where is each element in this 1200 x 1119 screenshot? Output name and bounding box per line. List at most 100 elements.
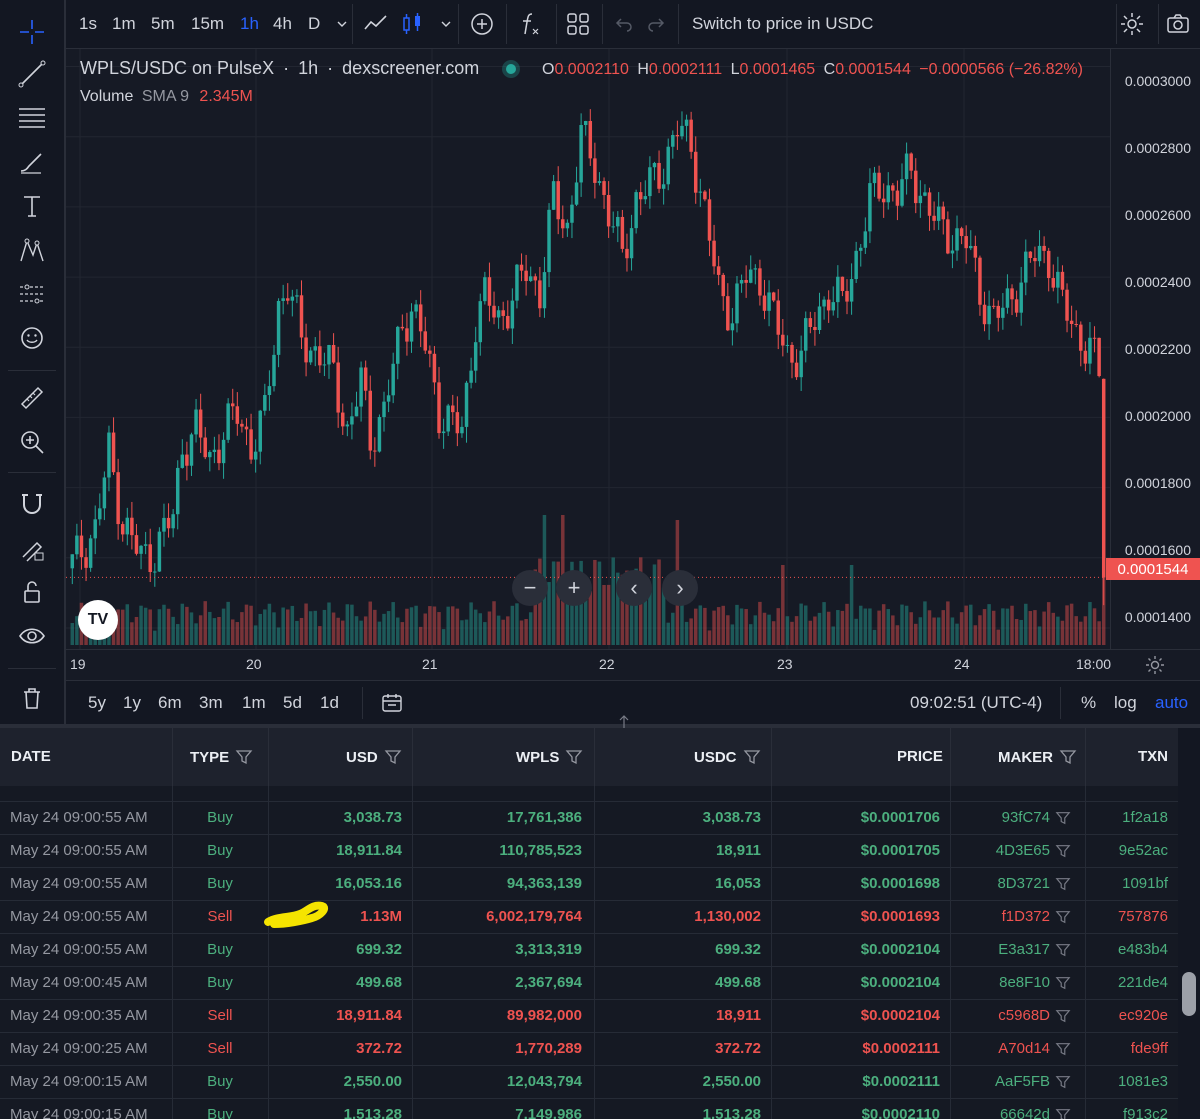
emoji-icon[interactable]	[12, 320, 52, 356]
function-icon[interactable]	[516, 10, 544, 38]
cell-txn[interactable]: ec920e	[1118, 1007, 1168, 1024]
header-maker[interactable]: MAKER	[998, 748, 1077, 766]
ruler-icon[interactable]	[12, 380, 52, 416]
header-txn[interactable]: TXN	[1138, 748, 1168, 765]
undo-icon[interactable]	[610, 10, 638, 38]
table-row[interactable]: May 24 09:00:15 AM Buy 1,513.28 7,149,986 1,…	[0, 1098, 1178, 1119]
filter-icon[interactable]	[1055, 942, 1071, 962]
interval-1s[interactable]: 1s	[79, 14, 97, 33]
scale-settings-icon[interactable]	[1144, 654, 1166, 681]
filter-icon[interactable]	[235, 748, 253, 766]
percent-toggle[interactable]: %	[1081, 693, 1097, 712]
header-type[interactable]: TYPE	[190, 748, 253, 766]
cell-maker[interactable]: AaF5FB	[994, 1073, 1050, 1090]
filter-icon[interactable]	[743, 748, 761, 766]
table-row[interactable]: May 24 09:00:45 AM Buy 499.68 2,367,694 499.…	[0, 966, 1178, 1000]
filter-icon[interactable]	[1055, 1107, 1071, 1119]
cell-maker[interactable]: E3a317	[998, 941, 1050, 958]
price-scale[interactable]: 0.0003000 0.0002800 0.0002600 0.0002400 …	[1110, 49, 1200, 649]
filter-icon[interactable]	[1055, 843, 1071, 863]
interval-1h[interactable]: 1h	[240, 14, 259, 33]
switch-price-button[interactable]: Switch to price in USDC	[692, 14, 874, 33]
interval-1m[interactable]: 1m	[112, 14, 136, 33]
cell-maker[interactable]: 93fC74	[1001, 809, 1050, 826]
symbol-name[interactable]: WPLS/USDC on PulseX	[80, 58, 275, 78]
header-wpls[interactable]: WPLS	[516, 748, 583, 766]
zoom-out-button[interactable]: −	[512, 570, 548, 606]
clock-time[interactable]: 09:02:51 (UTC-4)	[910, 693, 1043, 712]
range-1m[interactable]: 1m	[242, 693, 266, 712]
cell-maker[interactable]: 8e8F10	[999, 974, 1050, 991]
forecast-icon[interactable]	[12, 276, 52, 312]
interval-15m[interactable]: 15m	[191, 14, 225, 33]
range-1d[interactable]: 1d	[320, 693, 339, 712]
filter-icon[interactable]	[1055, 1074, 1071, 1094]
trash-icon[interactable]	[12, 680, 52, 716]
cell-maker[interactable]: c5968D	[998, 1007, 1050, 1024]
lock-drawing-icon[interactable]	[12, 530, 52, 566]
cell-maker[interactable]: 8D3721	[997, 875, 1050, 892]
header-usdc[interactable]: USDC	[694, 748, 761, 766]
crosshair-icon[interactable]	[12, 14, 52, 50]
cell-txn[interactable]: 1081e3	[1117, 1073, 1168, 1090]
zoom-in-icon[interactable]	[12, 424, 52, 460]
table-row[interactable]: May 24 09:00:55 AM Buy 16,053.16 94,363,139…	[0, 867, 1178, 901]
scroll-right-button[interactable]: ›	[662, 570, 698, 606]
table-row[interactable]: May 24 09:00:55 AM Sell 1.13M 6,002,179,764…	[0, 900, 1178, 934]
price-chart[interactable]	[66, 49, 1110, 649]
eye-icon[interactable]	[12, 618, 52, 654]
range-1y[interactable]: 1y	[123, 693, 141, 712]
cell-txn[interactable]: fde9ff	[1130, 1040, 1168, 1057]
chevron-down-icon[interactable]	[432, 10, 460, 38]
cell-txn[interactable]: e483b4	[1117, 941, 1168, 958]
table-row[interactable]: May 24 09:00:35 AM Sell 18,911.84 89,982,00…	[0, 999, 1178, 1033]
brush-icon[interactable]	[12, 144, 52, 180]
redo-icon[interactable]	[642, 10, 670, 38]
text-tool-icon[interactable]	[12, 188, 52, 224]
camera-icon[interactable]	[1164, 10, 1192, 38]
date-range-icon[interactable]	[380, 691, 404, 720]
interval-5m[interactable]: 5m	[151, 14, 175, 33]
filter-icon[interactable]	[565, 748, 583, 766]
time-scale[interactable]: 19 20 21 22 23 24 18:00	[66, 649, 1200, 680]
range-5y[interactable]: 5y	[88, 693, 106, 712]
pattern-icon[interactable]	[12, 232, 52, 268]
gear-icon[interactable]	[1118, 10, 1146, 38]
zoom-in-button[interactable]: +	[556, 570, 592, 606]
add-indicator-icon[interactable]	[468, 10, 496, 38]
table-row[interactable]: May 24 09:00:55 AM Buy 699.32 3,313,319 699.…	[0, 933, 1178, 967]
log-toggle[interactable]: log	[1114, 693, 1137, 712]
trend-line-icon[interactable]	[12, 56, 52, 92]
cell-txn[interactable]: 757876	[1117, 908, 1168, 925]
range-3m[interactable]: 3m	[199, 693, 223, 712]
filter-icon[interactable]	[384, 748, 402, 766]
interval-4h[interactable]: 4h	[273, 14, 292, 33]
cell-maker[interactable]: 4D3E65	[995, 842, 1050, 859]
filter-icon[interactable]	[1055, 1041, 1071, 1061]
cell-txn[interactable]: 221de4	[1117, 974, 1168, 991]
table-row[interactable]: May 24 09:00:25 AM Sell 372.72 1,770,289 372…	[0, 1032, 1178, 1066]
cell-maker[interactable]: 66642d	[999, 1106, 1050, 1119]
filter-icon[interactable]	[1055, 975, 1071, 995]
table-row[interactable]: May 24 09:00:55 AM Buy 3,038.73 17,761,386 3…	[0, 801, 1178, 835]
cell-txn[interactable]: 1f2a18	[1122, 809, 1168, 826]
panel-resize-handle[interactable]	[0, 724, 1200, 728]
unlock-icon[interactable]	[12, 574, 52, 610]
candlestick-chart[interactable]	[66, 49, 1110, 649]
table-scrollbar[interactable]	[1182, 972, 1196, 1016]
filter-icon[interactable]	[1055, 810, 1071, 830]
table-row[interactable]: May 24 09:00:15 AM Buy 2,550.00 12,043,794 2…	[0, 1065, 1178, 1099]
filter-icon[interactable]	[1055, 876, 1071, 896]
line-chart-icon[interactable]	[362, 10, 390, 38]
chevron-down-icon[interactable]	[328, 10, 356, 38]
header-usd[interactable]: USD	[346, 748, 402, 766]
filter-icon[interactable]	[1055, 909, 1071, 929]
header-price[interactable]: PRICE	[897, 748, 943, 765]
table-row[interactable]: May 24 09:00:55 AM Buy 18,911.84 110,785,52…	[0, 834, 1178, 868]
cell-txn[interactable]: 9e52ac	[1118, 842, 1168, 859]
filter-icon[interactable]	[1055, 1008, 1071, 1028]
range-6m[interactable]: 6m	[158, 693, 182, 712]
tradingview-logo[interactable]: TV	[78, 600, 118, 640]
header-date[interactable]: DATE	[11, 748, 51, 765]
range-5d[interactable]: 5d	[283, 693, 302, 712]
